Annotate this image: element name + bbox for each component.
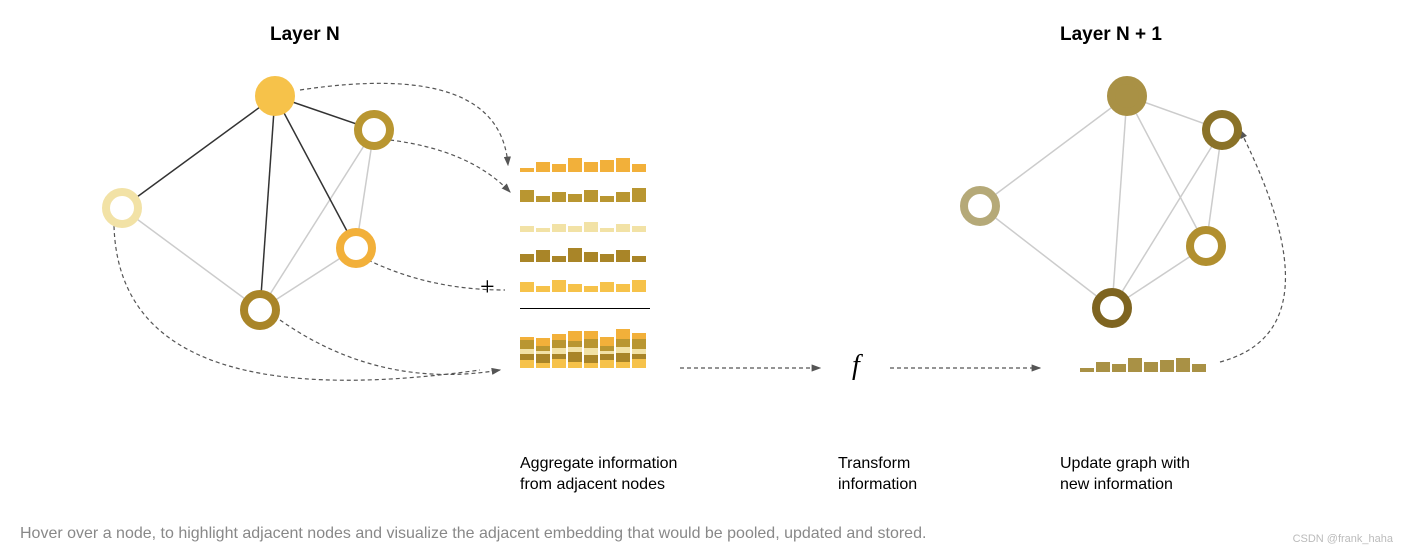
- plus-icon: +: [480, 272, 495, 302]
- title-layer-n1: Layer N + 1: [1060, 24, 1162, 46]
- footer-hint: Hover over a node, to highlight adjacent…: [20, 525, 926, 543]
- graph-n1-nodes: [964, 80, 1238, 324]
- graph-node[interactable]: [106, 192, 138, 224]
- f-symbol: f: [852, 350, 860, 382]
- caption-transform: Transform information: [838, 454, 917, 496]
- flow-arrow: [300, 83, 508, 165]
- flow-arrow: [114, 226, 480, 380]
- graph-node[interactable]: [358, 114, 390, 146]
- graph-node[interactable]: [1096, 292, 1128, 324]
- diagram-svg: [0, 0, 1405, 553]
- graph-node[interactable]: [259, 80, 291, 112]
- watermark: CSDN @frank_haha: [1293, 533, 1393, 545]
- graph-n1-edges: [980, 96, 1222, 308]
- embedding-row: [520, 156, 646, 172]
- divider-line: [520, 308, 650, 309]
- graph-node[interactable]: [244, 294, 276, 326]
- embedding-row: [520, 186, 646, 202]
- flow-arrow: [1220, 130, 1285, 362]
- caption-aggregate: Aggregate information from adjacent node…: [520, 454, 677, 496]
- graph-node[interactable]: [1190, 230, 1222, 262]
- flow-arrow: [390, 140, 510, 192]
- dashed-arrows: [114, 83, 1285, 380]
- graph-node[interactable]: [964, 190, 996, 222]
- graph-n-edges: [122, 96, 374, 310]
- aggregate-stacked: [520, 318, 646, 368]
- flow-arrow: [280, 320, 500, 374]
- graph-node[interactable]: [1111, 80, 1143, 112]
- output-embedding: [1080, 356, 1206, 372]
- gnn-layer-diagram: Layer N Layer N + 1 + f Aggregate inform…: [0, 0, 1405, 553]
- caption-update: Update graph with new information: [1060, 454, 1190, 496]
- embedding-row: [520, 246, 646, 262]
- graph-n-nodes: [106, 80, 390, 326]
- embedding-row: [520, 216, 646, 232]
- graph-node[interactable]: [1206, 114, 1238, 146]
- title-layer-n: Layer N: [270, 24, 340, 46]
- embedding-row: [520, 276, 646, 292]
- graph-node[interactable]: [340, 232, 372, 264]
